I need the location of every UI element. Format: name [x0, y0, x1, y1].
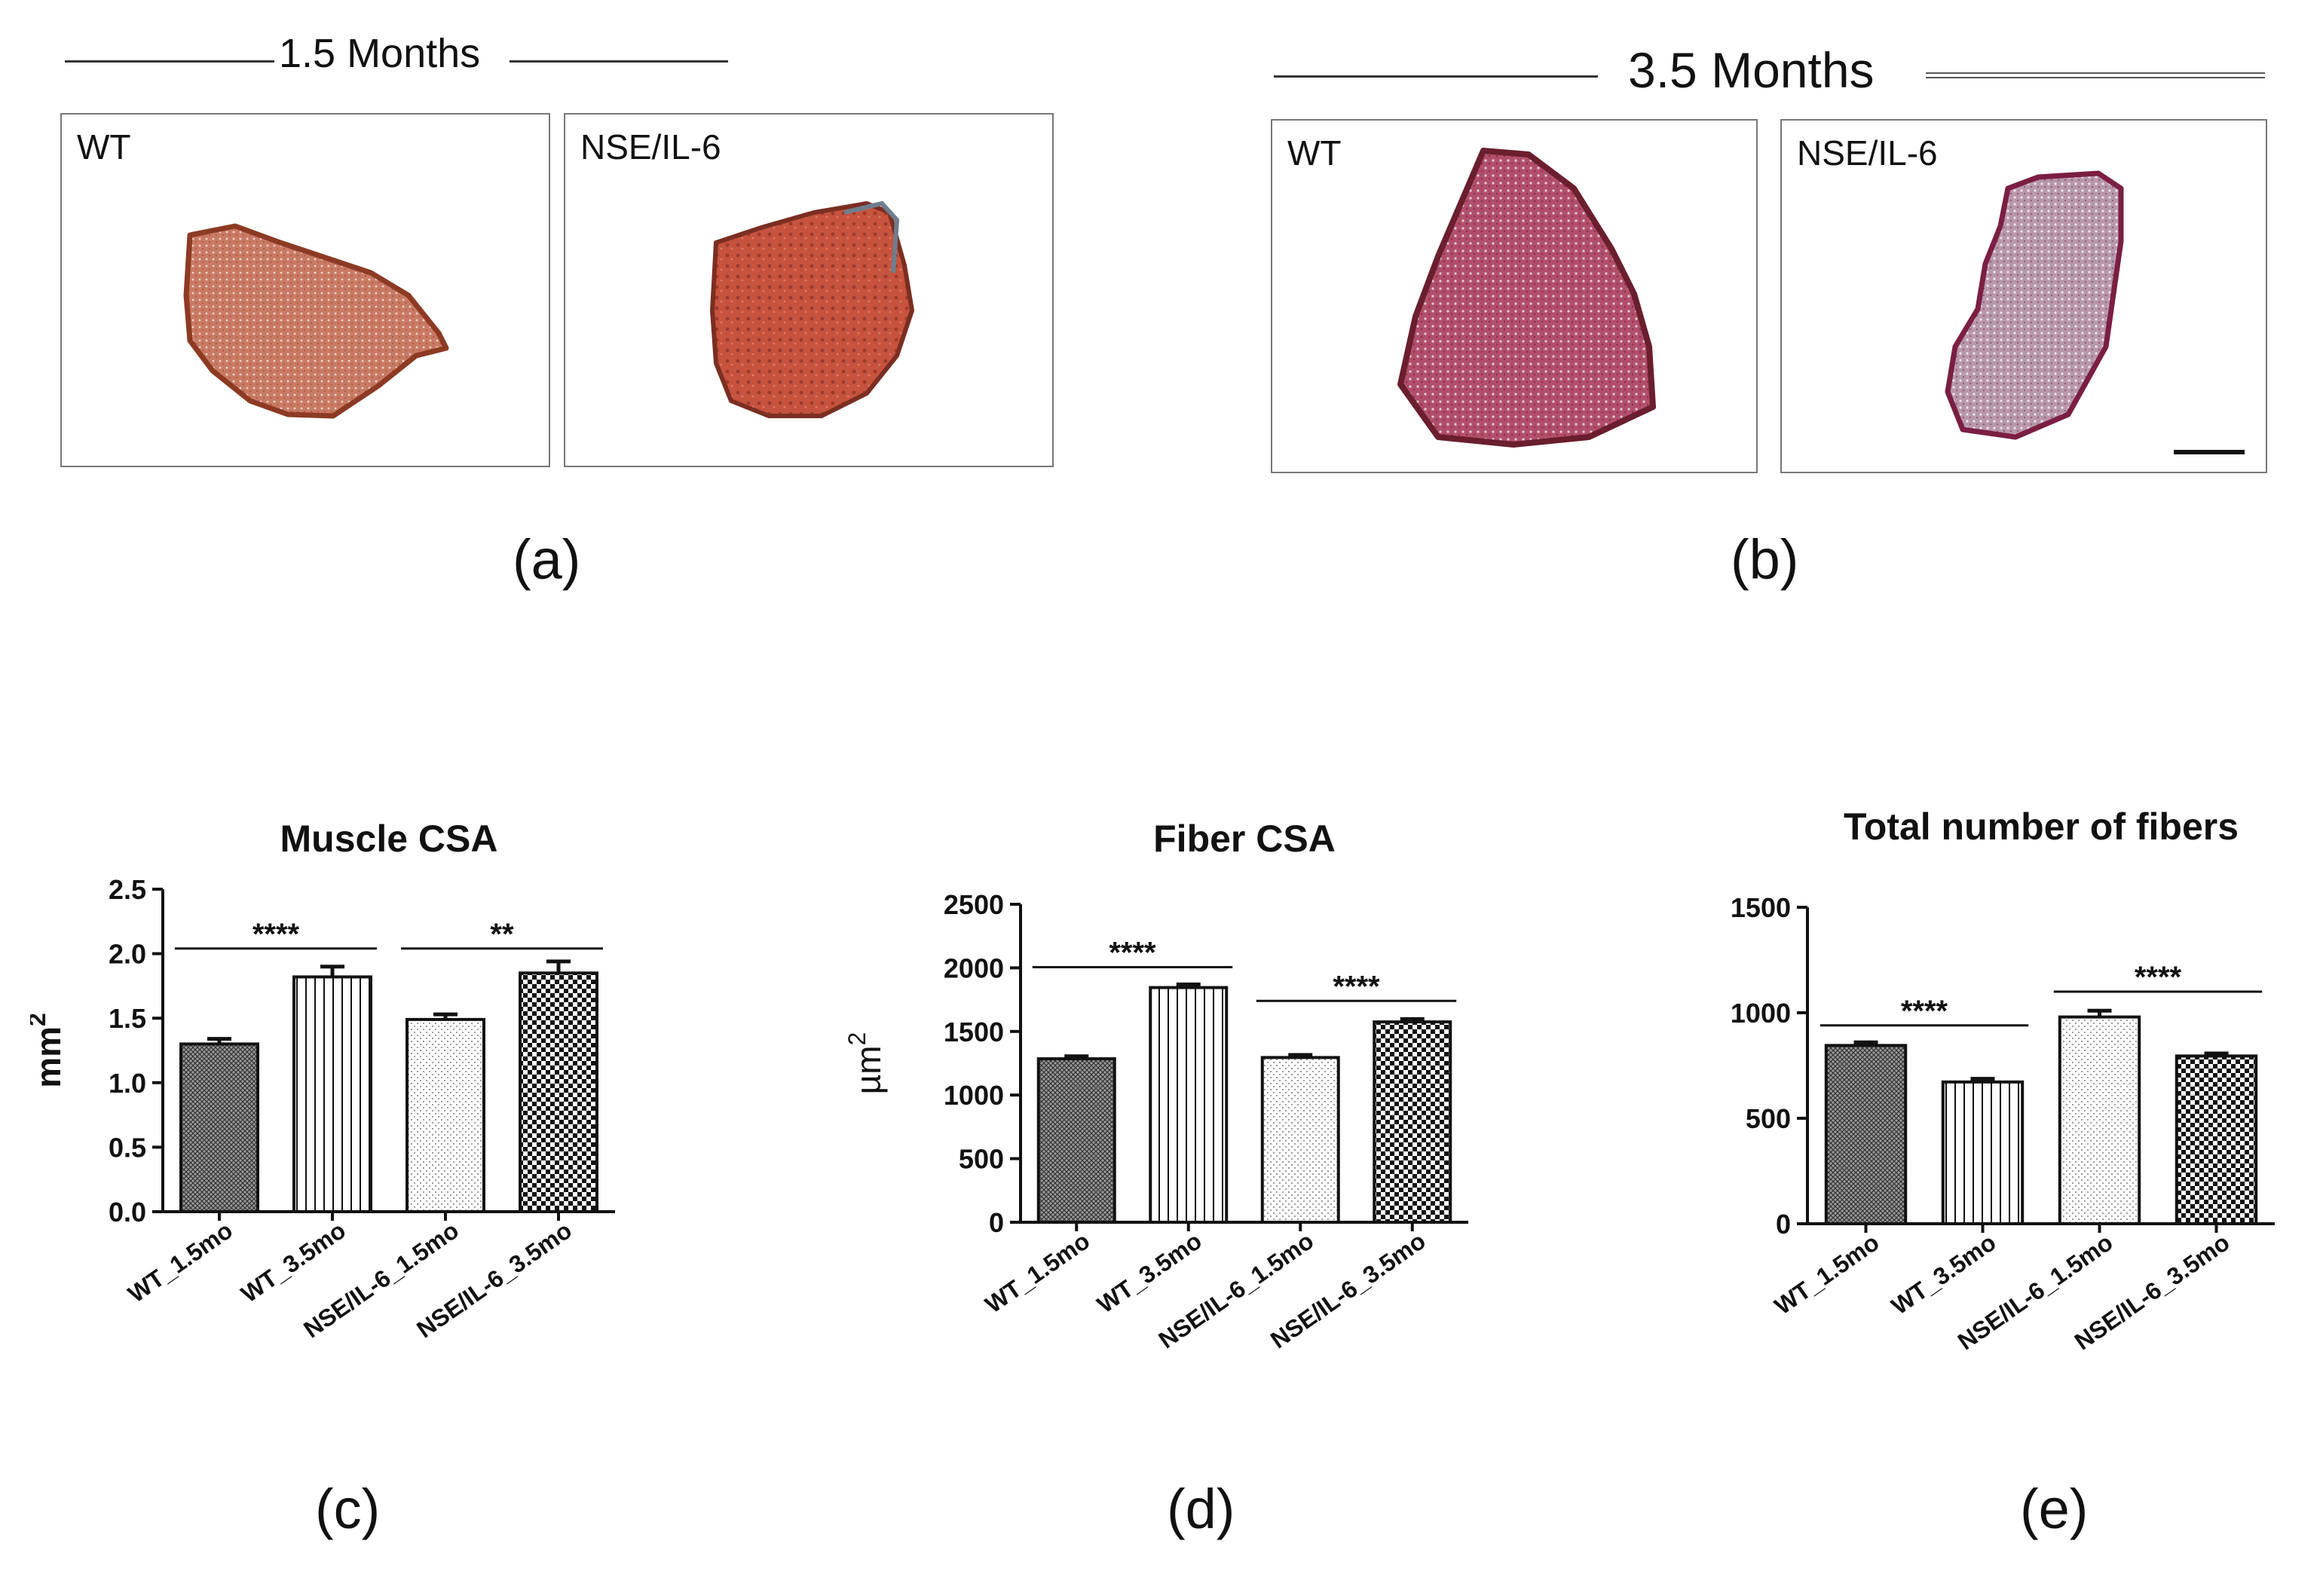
panel-c-sublabel: (c)	[315, 1478, 381, 1540]
panel-b-header: 3.5 Months	[1628, 42, 1875, 98]
chart-e-bar-2	[2058, 1015, 2141, 1225]
chart-c-bar-1	[292, 975, 372, 1214]
chart-total-fibers: Total number of fibers 0 500 1000 1500 WT_1.5…	[1731, 806, 2275, 1355]
chart-d-bar-1	[1149, 986, 1229, 1224]
tissue-section-a-wt	[183, 223, 449, 419]
chart-c-category-label-1: WT_3.5mo	[236, 1216, 350, 1307]
chart-c-category-label-0: WT_1.5mo	[123, 1216, 237, 1307]
chart-c-ytick-label: 2.0	[109, 939, 146, 970]
panel-b-image-nse-label: NSE/IL-6	[1797, 133, 1938, 173]
chart-e-bar-1	[1941, 1080, 2025, 1225]
chart-e-ytick-label: 500	[1746, 1103, 1791, 1134]
chart-e-ytick-label: 1000	[1731, 998, 1791, 1029]
chart-d-ytick-label: 1000	[944, 1080, 1004, 1111]
chart-d-ytick-label: 0	[989, 1207, 1004, 1238]
chart-c-bar-2	[406, 1017, 485, 1213]
chart-d-ytick-label: 500	[959, 1144, 1004, 1175]
panel-a-sublabel: (a)	[513, 528, 581, 591]
chart-c-ylabel: mm2	[30, 1013, 68, 1088]
chart-c-bar-0	[179, 1042, 259, 1213]
panel-b-image-nse: NSE/IL-6	[1780, 119, 2267, 473]
panel-b-header-line-right	[1926, 72, 2265, 78]
chart-e-bar-0	[1824, 1044, 1908, 1225]
chart-c-ytick-label: 0.0	[109, 1197, 146, 1228]
chart-d-significance-label-1: ****	[1333, 970, 1380, 1003]
chart-d-significance-label-0: ****	[1109, 937, 1156, 970]
panel-a-header-line-left	[65, 60, 274, 63]
chart-c-ytick-label: 1.0	[109, 1068, 146, 1099]
chart-d-title: Fiber CSA	[1153, 818, 1336, 860]
chart-d-ytick-label: 2000	[944, 952, 1004, 983]
panel-a-image-nse-label: NSE/IL-6	[580, 127, 721, 167]
chart-d-ytick-label: 1500	[944, 1017, 1004, 1047]
panel-b-sublabel: (b)	[1731, 528, 1799, 591]
chart-c-bar-3	[519, 971, 598, 1213]
chart-e-ytick-label: 0	[1776, 1209, 1791, 1240]
chart-d-bar-0	[1036, 1057, 1116, 1225]
chart-muscle-csa: Muscle CSA 0.0 0.5 1.0 1.5 2.0 2.5 mm2 WT_1.5moW…	[30, 818, 615, 1343]
panel-e-sublabel: (e)	[2020, 1478, 2089, 1540]
chart-e-bar-3	[2175, 1054, 2258, 1225]
chart-d-category-label-1: WT_3.5mo	[1092, 1227, 1207, 1318]
panel-a-header: 1.5 Months	[279, 31, 481, 76]
panel-b-image-wt: WT	[1271, 119, 1758, 473]
chart-fiber-csa: Fiber CSA 0 500 1000 1500 2000 2500 µm2 WT_1.5mo…	[843, 818, 1468, 1353]
chart-e-category-label-0: WT_1.5mo	[1770, 1228, 1884, 1319]
chart-e-category-label-1: WT_3.5mo	[1887, 1228, 2001, 1319]
chart-d-ytick-label: 2500	[944, 889, 1004, 920]
chart-c-title: Muscle CSA	[280, 818, 498, 860]
chart-c-significance-label-1: **	[490, 918, 514, 951]
tissue-section-b-wt	[1397, 148, 1656, 448]
chart-c-ytick-label: 0.5	[109, 1132, 146, 1163]
chart-d-bar-2	[1260, 1056, 1340, 1224]
panel-d-sublabel: (d)	[1167, 1478, 1235, 1540]
tissue-section-b-nse	[1945, 170, 2245, 454]
panel-a-image-wt-label: WT	[77, 127, 131, 167]
chart-e-ytick-label: 1500	[1731, 892, 1791, 923]
chart-e-significance-label-1: ****	[2135, 961, 2182, 994]
chart-e-title: Total number of fibers	[1844, 806, 2239, 848]
chart-c-ytick-label: 1.5	[109, 1003, 146, 1034]
chart-c-significance-label-0: ****	[252, 918, 300, 951]
chart-e-significance-label-0: ****	[1901, 995, 1948, 1028]
panel-b-header-line-left	[1274, 75, 1598, 78]
tissue-section-a-nse	[710, 200, 914, 418]
panel-b-image-wt-label: WT	[1287, 133, 1342, 173]
chart-c-ytick-label: 2.5	[109, 874, 146, 905]
chart-d-ylabel: µm2	[843, 1032, 888, 1095]
panel-a-image-nse: NSE/IL-6	[564, 113, 1054, 467]
chart-d-bar-3	[1373, 1020, 1452, 1224]
panel-a-header-line-right	[510, 60, 728, 63]
chart-d-category-label-0: WT_1.5mo	[981, 1227, 1095, 1318]
panel-a-image-wt: WT	[60, 113, 550, 467]
